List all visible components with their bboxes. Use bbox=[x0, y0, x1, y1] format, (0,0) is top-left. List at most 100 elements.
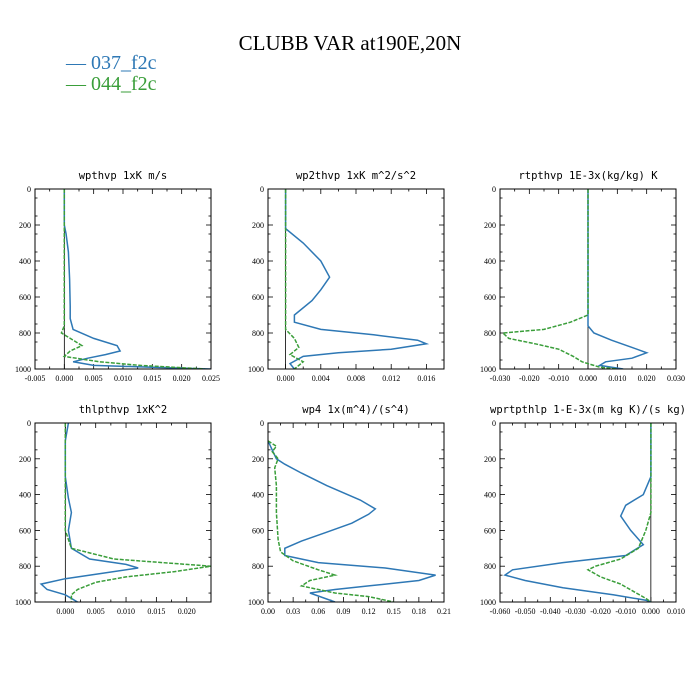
y-tick-label: 200 bbox=[19, 455, 31, 464]
x-tick-label: -0.010 bbox=[548, 374, 569, 383]
x-tick-label: 0.000 bbox=[579, 374, 597, 383]
series-line-green bbox=[60, 189, 206, 369]
y-tick-label: 800 bbox=[19, 329, 31, 338]
plot-frame bbox=[499, 422, 677, 603]
series-line-blue bbox=[63, 189, 211, 369]
y-tick-label: 1000 bbox=[248, 365, 264, 374]
y-tick-label: 600 bbox=[484, 293, 496, 302]
y-tick-label: 0 bbox=[492, 185, 496, 194]
y-tick-label: 400 bbox=[19, 491, 31, 500]
y-tick-label: 400 bbox=[252, 257, 264, 266]
y-tick-label: 600 bbox=[19, 526, 31, 535]
y-tick-label: 0 bbox=[260, 419, 264, 428]
x-tick-label: -0.050 bbox=[515, 607, 536, 616]
x-tick-label: 0.000 bbox=[277, 374, 295, 383]
x-tick-label: -0.010 bbox=[615, 607, 636, 616]
series-line-green bbox=[268, 440, 394, 602]
x-tick-label: -0.030 bbox=[565, 607, 586, 616]
y-tick-label: 1000 bbox=[480, 365, 496, 374]
x-tick-label: 0.18 bbox=[412, 607, 426, 616]
x-tick-label: 0.00 bbox=[261, 607, 275, 616]
y-tick-label: 200 bbox=[252, 455, 264, 464]
y-tick-label: 800 bbox=[252, 329, 264, 338]
plot-frame bbox=[267, 422, 445, 603]
chart-panel-4: thlpthvp 1xK^2 0 200 400 600 800 1000 0.000 0.00… bbox=[15, 404, 212, 616]
chart-panel-3: rtpthvp 1E-3x(kg/kg) K02004006008001000-… bbox=[480, 170, 685, 383]
y-tick-label: 600 bbox=[252, 293, 264, 302]
x-tick-label: 0.010 bbox=[114, 374, 132, 383]
y-tick-label: 0 bbox=[492, 419, 496, 428]
plot-frame bbox=[499, 188, 677, 370]
x-tick-label: 0.020 bbox=[638, 374, 656, 383]
plot-frame bbox=[34, 422, 212, 603]
panel-title: wp2thvp 1xK m^2/s^2 bbox=[296, 170, 416, 182]
x-tick-label: 0.020 bbox=[178, 607, 196, 616]
x-tick-label: 0.000 bbox=[56, 607, 74, 616]
figure-title: CLUBB VAR at190E,20N bbox=[239, 31, 462, 55]
x-tick-label: 0.21 bbox=[437, 607, 451, 616]
y-tick-label: 0 bbox=[260, 185, 264, 194]
panel-title: wprtpthlp 1-E-3x(m kg K)/(s kg) bbox=[490, 404, 686, 416]
series-line-green bbox=[501, 189, 618, 369]
x-tick-label: -0.020 bbox=[590, 607, 611, 616]
x-tick-label: 0.12 bbox=[362, 607, 376, 616]
series-line-blue bbox=[503, 423, 652, 602]
x-tick-label: -0.040 bbox=[540, 607, 561, 616]
y-tick-label: 800 bbox=[19, 562, 31, 571]
y-tick-label: 1000 bbox=[15, 365, 31, 374]
y-tick-label: 800 bbox=[484, 562, 496, 571]
x-tick-label: 0.020 bbox=[173, 374, 191, 383]
y-tick-label: 200 bbox=[484, 221, 496, 230]
y-tick-label: 400 bbox=[252, 491, 264, 500]
y-tick-label: 1000 bbox=[480, 598, 496, 607]
series-line-blue bbox=[284, 189, 430, 369]
chart-panel-1: wpthvp 1xK m/s 0 200 400 600 800 1000-0.005 0.0… bbox=[15, 170, 220, 383]
panel-title: wpthvp 1xK m/s bbox=[79, 170, 168, 182]
plot-frame bbox=[34, 188, 212, 370]
x-tick-label: 0.005 bbox=[85, 374, 103, 383]
y-tick-label: 400 bbox=[19, 257, 31, 266]
x-tick-label: 0.012 bbox=[382, 374, 400, 383]
x-tick-label: 0.025 bbox=[202, 374, 220, 383]
y-tick-label: 1000 bbox=[15, 598, 31, 607]
x-tick-label: 0.015 bbox=[147, 607, 165, 616]
x-tick-label: 0.000 bbox=[55, 374, 73, 383]
y-tick-label: 0 bbox=[27, 185, 31, 194]
series-line-green bbox=[586, 423, 652, 602]
legend-entry-044-f2c: — 044_f2c bbox=[65, 73, 157, 95]
x-tick-label: 0.06 bbox=[311, 607, 325, 616]
x-tick-label: 0.010 bbox=[667, 607, 685, 616]
x-tick-label: 0.030 bbox=[667, 374, 685, 383]
x-tick-label: -0.060 bbox=[490, 607, 511, 616]
x-tick-label: -0.030 bbox=[490, 374, 511, 383]
x-tick-label: -0.005 bbox=[25, 374, 46, 383]
x-tick-label: 0.008 bbox=[347, 374, 365, 383]
x-tick-label: 0.016 bbox=[417, 374, 435, 383]
series-line-blue bbox=[39, 423, 139, 602]
x-tick-label: 0.15 bbox=[387, 607, 401, 616]
y-tick-label: 800 bbox=[252, 562, 264, 571]
x-tick-label: 0.004 bbox=[312, 374, 330, 383]
y-tick-label: 600 bbox=[484, 526, 496, 535]
y-tick-label: 200 bbox=[19, 221, 31, 230]
y-tick-label: 600 bbox=[252, 526, 264, 535]
y-tick-label: 200 bbox=[484, 455, 496, 464]
y-tick-label: 800 bbox=[484, 329, 496, 338]
x-tick-label: -0.020 bbox=[519, 374, 540, 383]
x-tick-label: 0.09 bbox=[336, 607, 350, 616]
y-tick-label: 1000 bbox=[248, 598, 264, 607]
x-tick-label: 0.005 bbox=[87, 607, 105, 616]
y-tick-label: 200 bbox=[252, 221, 264, 230]
x-tick-label: 0.03 bbox=[286, 607, 300, 616]
legend: — 037_f2c — 044_f2c bbox=[65, 52, 157, 95]
y-tick-label: 400 bbox=[484, 257, 496, 266]
x-tick-label: 0.010 bbox=[117, 607, 135, 616]
plot-frame bbox=[267, 188, 445, 370]
series-line-green bbox=[64, 423, 211, 602]
x-tick-label: 0.010 bbox=[608, 374, 626, 383]
x-tick-label: 0.000 bbox=[642, 607, 660, 616]
series-line-green bbox=[284, 189, 305, 369]
